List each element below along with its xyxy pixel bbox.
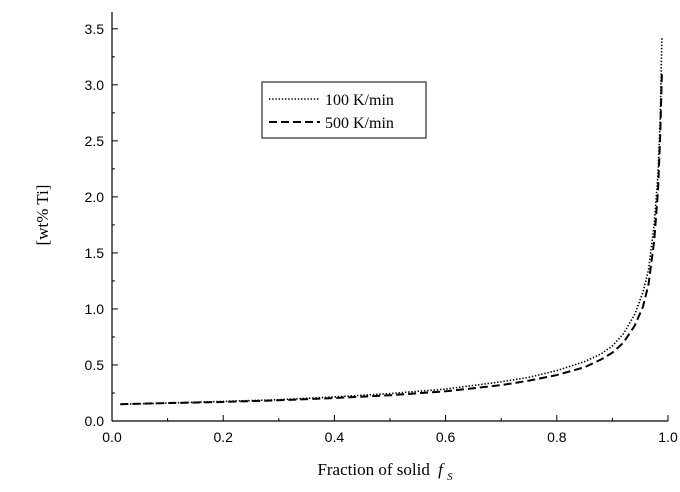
legend: 100 K/min 500 K/min (261, 81, 427, 139)
x-tick-label: 0.4 (325, 429, 345, 445)
y-tick-label: 0.5 (85, 357, 105, 373)
y-tick-label: 1.0 (85, 301, 105, 317)
y-tick-label: 3.0 (85, 77, 105, 93)
x-ticks: 0.0 0.2 0.4 0.6 0.8 1.0 (102, 415, 678, 445)
series-lines (120, 37, 663, 406)
x-axis-title: Fraction of solid f S (317, 460, 453, 483)
x-axis-title-subscript: S (447, 471, 453, 483)
x-tick-label: 1.0 (658, 429, 678, 445)
x-axis-title-text: Fraction of solid (317, 460, 430, 479)
x-tick-label: 0.6 (436, 429, 456, 445)
y-tick-label: 2.0 (85, 189, 105, 205)
x-tick-label: 0.2 (213, 429, 233, 445)
y-tick-label: 0.0 (85, 413, 105, 429)
legend-label-1: 100 K/min (325, 92, 394, 109)
y-tick-label: 2.5 (85, 133, 105, 149)
x-tick-label: 0.0 (102, 429, 122, 445)
series-line-2 (120, 73, 663, 406)
y-tick-label: 1.5 (85, 245, 105, 261)
x-tick-label: 0.8 (547, 429, 567, 445)
series-line-1 (120, 37, 663, 405)
y-tick-label: 3.5 (85, 21, 105, 37)
y-axis-title: [wt% Ti] (33, 185, 52, 246)
x-axis-title-symbol: f (438, 460, 445, 479)
legend-label-2: 500 K/min (325, 115, 394, 132)
legend-box (261, 81, 427, 139)
y-ticks: 0.0 0.5 1.0 1.5 2.0 2.5 3.0 3.5 (85, 21, 118, 429)
axes (111, 12, 668, 422)
